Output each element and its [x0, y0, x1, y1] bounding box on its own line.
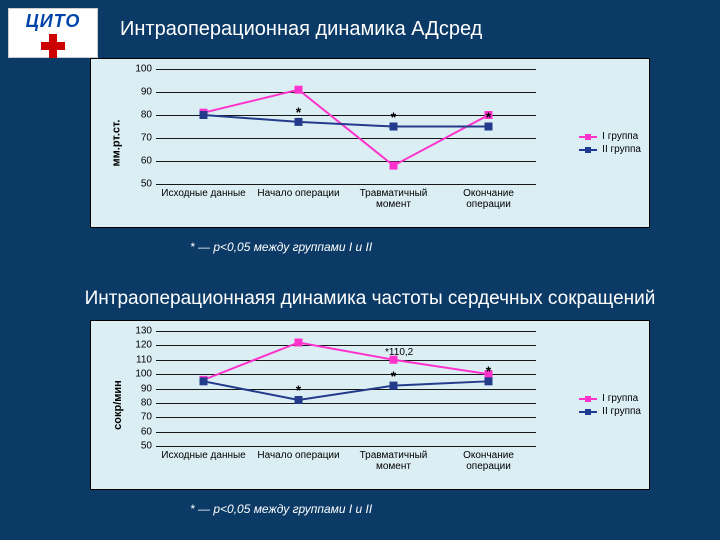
logo-cross-icon [41, 34, 65, 57]
legend-row: II группа [579, 144, 641, 155]
chart2-footnote: * — p<0,05 между группами I и II [190, 502, 372, 516]
logo-text: ЦИТО [26, 11, 81, 32]
legend-label: I группа [602, 131, 638, 142]
chart2-legend: I группа II группа [579, 391, 641, 419]
chart1-ylabel: мм.рт.ст. [110, 120, 122, 167]
legend-label: II группа [602, 144, 641, 155]
chart1-title: Интраоперационная динамика АДсред [120, 18, 482, 41]
chart1-footnote: * — p<0,05 между группами I и II [190, 240, 372, 254]
chart2-title: Интраоперационнаяя динамика частоты серд… [60, 288, 680, 310]
legend-row: I группа [579, 131, 641, 142]
legend-swatch-icon [579, 149, 597, 151]
chart1-plot: 5060708090100Исходные данныеНачало опера… [156, 69, 536, 184]
chart1: мм.рт.ст. 5060708090100Исходные данныеНа… [90, 58, 650, 228]
chart2-plot: 5060708090100110120130Исходные данныеНач… [156, 331, 536, 446]
legend-swatch-icon [579, 398, 597, 400]
legend-row: I группа [579, 393, 641, 404]
legend-swatch-icon [579, 136, 597, 138]
legend-row: II группа [579, 406, 641, 417]
legend-swatch-icon [579, 411, 597, 413]
legend-label: II группа [602, 406, 641, 417]
chart2: сокр/мин 5060708090100110120130Исходные … [90, 320, 650, 490]
chart1-legend: I группа II группа [579, 129, 641, 157]
legend-label: I группа [602, 393, 638, 404]
logo: ЦИТО [8, 8, 98, 58]
